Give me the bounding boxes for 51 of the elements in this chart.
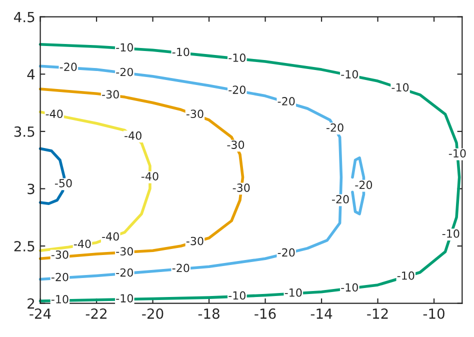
annotation: -20 — [228, 86, 246, 94]
annotation: -20 — [355, 180, 372, 190]
annotation: -20 — [116, 68, 133, 76]
x-tick-label: -10 — [423, 308, 444, 319]
x-tick-label: -16 — [254, 308, 276, 319]
x-tick-label: -18 — [198, 308, 220, 319]
annotation: -10 — [397, 271, 414, 280]
y-tick-label: 4 — [27, 69, 35, 80]
annotation: -20 — [51, 272, 68, 282]
x-tick-label: -24 — [30, 308, 51, 319]
annotation: -20 — [60, 62, 77, 72]
annotation: -10 — [172, 48, 190, 56]
annotation: -10 — [51, 295, 68, 304]
annotation: -30 — [51, 250, 68, 259]
annotation: -20 — [116, 268, 133, 277]
annotation: -30 — [186, 110, 204, 118]
annotation: -40 — [46, 110, 63, 118]
annotation: -10 — [116, 294, 133, 303]
annotation: -10 — [341, 70, 358, 79]
annotation: -30 — [116, 247, 133, 256]
y-tick-label: 3 — [28, 184, 34, 194]
annotation: -20 — [172, 264, 190, 272]
x-tick-label: -12 — [367, 308, 388, 319]
annotation: -10 — [442, 229, 460, 238]
annotation: -40 — [124, 131, 142, 140]
annotation: -30 — [227, 140, 244, 149]
annotation: -20 — [278, 248, 295, 257]
annotation: -10 — [448, 149, 466, 158]
annotation: -20 — [326, 123, 344, 132]
annotation: -10 — [284, 288, 302, 297]
annotation: -40 — [74, 240, 91, 248]
annotation: -30 — [232, 184, 250, 192]
annotation: -10 — [341, 283, 358, 292]
y-tick-label: 2.5 — [14, 240, 34, 252]
annotation: -10 — [392, 83, 409, 92]
annotation: -20 — [332, 194, 349, 204]
annotation: -30 — [102, 90, 119, 99]
y-tick-label: 2 — [28, 298, 34, 309]
annotation: -40 — [102, 232, 119, 241]
annotation: -40 — [141, 172, 158, 180]
annotation: -50 — [54, 178, 72, 188]
annotation: -30 — [186, 236, 204, 246]
y-tick-label: 3.5 — [14, 126, 34, 137]
x-tick-label: -20 — [142, 308, 164, 319]
annotation: -10 — [228, 53, 246, 62]
y-tick-label: 4.5 — [14, 12, 34, 22]
annotation: -10 — [228, 291, 246, 300]
x-tick-label: -14 — [310, 308, 332, 319]
annotation: -10 — [116, 43, 133, 52]
x-tick-label: -22 — [86, 308, 106, 319]
annotation: -20 — [278, 97, 295, 106]
